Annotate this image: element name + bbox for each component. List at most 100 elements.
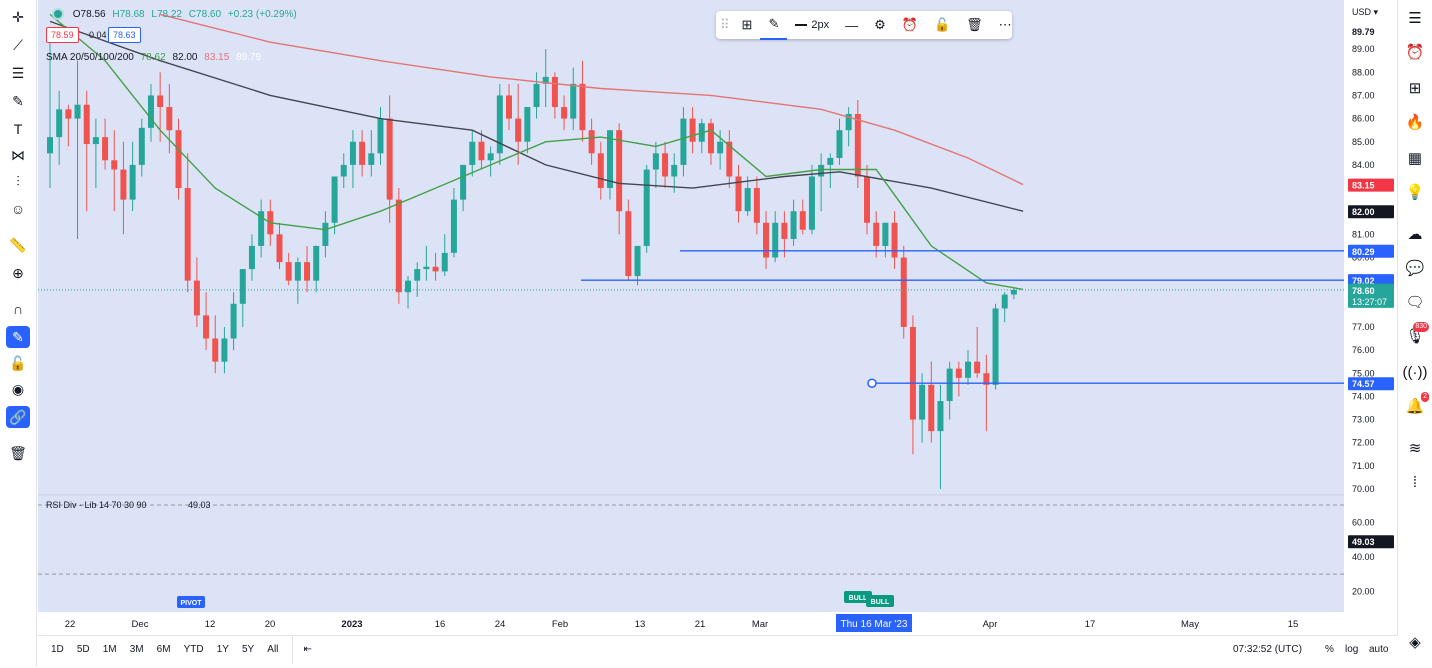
line-color-icon[interactable]: ✎: [760, 10, 788, 40]
broadcast-icon[interactable]: ((·)): [1402, 363, 1428, 381]
percent-toggle[interactable]: %: [1325, 644, 1334, 655]
price-tick: 77.00: [1352, 322, 1375, 332]
alert-clock-icon[interactable]: ⏰: [901, 17, 918, 32]
candle-body: [221, 338, 228, 362]
line-width-icon: [795, 24, 808, 26]
streams-icon[interactable]: 🎙 830: [1405, 322, 1429, 345]
bull-label: BULL: [849, 595, 868, 602]
delete-icon[interactable]: 🗑: [966, 17, 983, 32]
price-tag: 83.15: [1352, 181, 1375, 191]
candle-body: [634, 245, 641, 277]
time-label: 17: [1085, 619, 1096, 630]
candle-body: [203, 315, 210, 339]
tf-1d[interactable]: 1D: [51, 644, 64, 655]
tf-1y[interactable]: 1Y: [216, 644, 229, 655]
candle-body: [47, 137, 53, 154]
messages-icon[interactable]: 💬: [1405, 260, 1425, 277]
bid-box[interactable]: 78.59: [46, 27, 79, 43]
candle-body: [606, 130, 613, 189]
tf-3m[interactable]: 3M: [129, 644, 144, 655]
rsi-tick: 20.00: [1352, 586, 1375, 596]
candle-body: [854, 113, 861, 177]
tf-5y[interactable]: 5Y: [241, 644, 255, 655]
zoom-icon[interactable]: ⊕: [12, 264, 24, 281]
candle-body: [239, 269, 246, 304]
line-width-button[interactable]: 2px: [787, 11, 837, 39]
ruler-icon[interactable]: 📏: [9, 236, 27, 253]
candle-body: [542, 76, 549, 84]
unlock-icon[interactable]: 🔓: [933, 17, 951, 32]
candle-body: [248, 245, 255, 270]
more-icon[interactable]: ⋯: [998, 17, 1012, 32]
emoji-icon[interactable]: ☺: [10, 201, 26, 217]
chats-icon[interactable]: ☁: [1407, 226, 1423, 243]
watchlist-icon[interactable]: ☰: [1408, 10, 1422, 27]
time-label: 16: [435, 619, 446, 630]
candle-body: [304, 262, 311, 281]
price-tag-bg: [1348, 244, 1394, 258]
candle-body: [579, 83, 586, 131]
trash-icon[interactable]: 🗑: [9, 444, 27, 461]
candle-body: [478, 141, 485, 161]
candle-body: [386, 118, 393, 200]
ask-box[interactable]: 78.63: [108, 27, 141, 43]
magnet-icon[interactable]: ∩: [12, 301, 24, 317]
alerts-icon[interactable]: ⏰: [1405, 44, 1425, 61]
bull-label-2-bg: [866, 595, 894, 607]
notifications-icon[interactable]: 🔔 2: [1405, 392, 1429, 415]
layers-icon[interactable]: ◈: [1409, 634, 1421, 651]
ideas-icon[interactable]: 💡: [1405, 184, 1425, 201]
dom-icon[interactable]: ⁞: [1412, 473, 1418, 491]
candle-body: [919, 384, 926, 420]
pattern-icon[interactable]: ⋈: [11, 146, 25, 163]
trend-line-icon[interactable]: ⟋: [13, 36, 23, 53]
fib-icon[interactable]: ☰: [11, 64, 25, 81]
calendar-icon[interactable]: ▦: [1407, 150, 1423, 167]
sma-legend: SMA 20/50/100/200 78.62 82.00 83.15 89.7…: [46, 52, 261, 63]
comments-icon[interactable]: 🗨: [1405, 294, 1425, 311]
line-style-icon[interactable]: —: [845, 17, 859, 33]
price-axis[interactable]: USD ▾89.0088.0087.0086.0085.0084.0083.00…: [1344, 0, 1398, 635]
candle-body: [790, 211, 797, 239]
candle-body: [524, 107, 531, 142]
stay-drawing-icon[interactable]: ✎: [6, 326, 30, 348]
rsi-legend: RSI Div - Lib 14 70 30 90: [46, 500, 147, 510]
candle-body: [157, 95, 164, 108]
price-chart[interactable]: RSI Div - Lib 14 70 30 90 49.03 PIVOT BULLB…: [38, 0, 1344, 635]
order-panel-icon[interactable]: ≋: [1408, 440, 1422, 457]
hotlist-icon[interactable]: 🔥: [1405, 114, 1425, 131]
utc-clock[interactable]: 07:32:52 (UTC): [1233, 644, 1302, 655]
template-icon[interactable]: ⊞: [741, 17, 753, 32]
tf-ytd[interactable]: YTD: [183, 644, 204, 655]
brush-icon[interactable]: ✎: [12, 92, 24, 109]
time-label: 15: [1288, 619, 1299, 630]
price-tag: 80.29: [1352, 247, 1375, 257]
eye-icon[interactable]: ◉: [11, 380, 25, 397]
rsi-tag: 49.03: [1352, 537, 1375, 547]
prediction-icon[interactable]: ⫶: [16, 172, 20, 189]
settings-icon[interactable]: ⚙: [874, 17, 886, 32]
tf-1m[interactable]: 1M: [102, 644, 117, 655]
time-label: Dec: [132, 619, 149, 630]
crosshair-icon[interactable]: ✛: [12, 8, 24, 25]
candle-body: [735, 176, 742, 212]
text-icon[interactable]: T: [13, 121, 23, 137]
auto-toggle[interactable]: auto: [1369, 644, 1389, 655]
object-tree-icon[interactable]: ⊞: [1408, 80, 1422, 97]
price-tick: 74.00: [1352, 391, 1375, 401]
time-label: 22: [65, 619, 76, 630]
candle-body: [377, 118, 384, 154]
lock-icon[interactable]: 🔓: [9, 354, 27, 371]
legend-dot-icon: [52, 8, 64, 20]
log-toggle[interactable]: log: [1345, 644, 1359, 655]
tf-6m[interactable]: 6M: [156, 644, 171, 655]
drag-handle-icon[interactable]: ⠿: [720, 17, 730, 32]
candle-body: [395, 199, 402, 293]
link-icon[interactable]: 🔗: [6, 406, 30, 428]
date-range-icon[interactable]: ⇤: [292, 636, 316, 664]
tf-all[interactable]: All: [267, 644, 279, 655]
chart-area[interactable]: RSI Div - Lib 14 70 30 90 49.03 PIVOT BULL B…: [38, 0, 1344, 635]
candle-body: [836, 130, 843, 158]
candle-body: [193, 280, 200, 316]
tf-5d[interactable]: 5D: [76, 644, 90, 655]
